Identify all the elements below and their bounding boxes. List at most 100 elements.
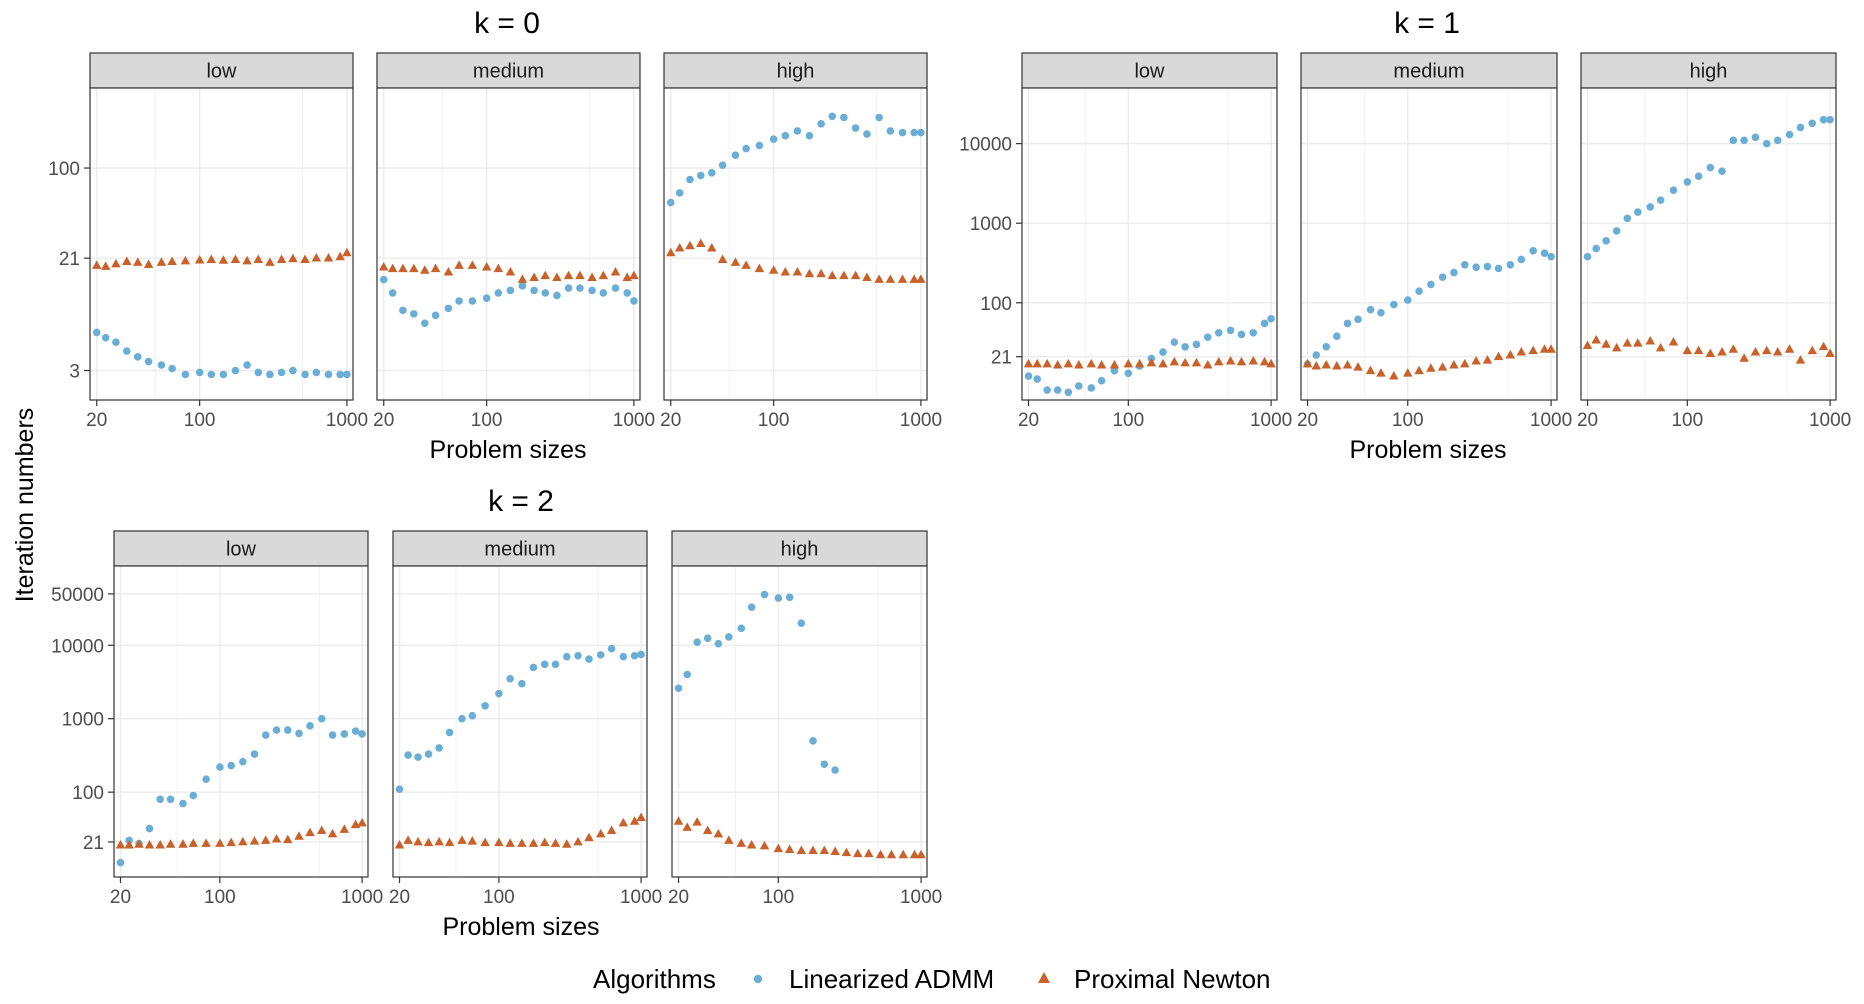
data-point (1460, 358, 1470, 368)
data-point (339, 824, 350, 833)
data-point (92, 328, 101, 337)
group-title: k = 1 (1394, 7, 1460, 40)
y-tick-label: 1000 (62, 710, 104, 731)
facet-strip-label: medium (1393, 61, 1464, 83)
data-point (112, 338, 120, 346)
data-point (316, 825, 327, 834)
x-tick-label: 100 (471, 410, 503, 431)
data-point (305, 827, 315, 837)
data-point (1472, 263, 1480, 271)
data-point (863, 130, 871, 138)
data-point (494, 289, 503, 297)
legend-key-proximal-newton (1038, 972, 1050, 983)
data-point (730, 257, 741, 266)
data-point (188, 838, 199, 847)
data-point (784, 844, 795, 854)
data-point (1807, 345, 1818, 355)
data-point (804, 268, 815, 278)
data-point (1826, 115, 1834, 124)
facet-strip (1300, 52, 1558, 89)
data-point (378, 261, 389, 271)
data-point (1622, 338, 1633, 347)
series-linearized-admm (1583, 115, 1834, 261)
data-point (1191, 357, 1202, 367)
data-point (1437, 362, 1448, 371)
y-tick-label: 100 (980, 294, 1012, 315)
data-point (1226, 326, 1235, 335)
panel-low: low 20 100 1000 3 21 100 (48, 52, 368, 431)
data-point (666, 198, 675, 207)
facet-strip (392, 530, 648, 567)
data-point (1582, 340, 1593, 349)
data-point (1366, 305, 1375, 314)
panel-background (1022, 88, 1277, 400)
x-axis-label: Problem sizes (430, 436, 587, 464)
data-point (1342, 359, 1353, 369)
data-point (1460, 261, 1469, 269)
data-point (898, 128, 907, 137)
data-point (529, 663, 538, 672)
data-point (271, 833, 282, 843)
data-point (122, 347, 131, 355)
data-point (1321, 359, 1331, 369)
data-point (343, 370, 351, 379)
legend-title: Algorithms (593, 964, 716, 994)
data-point (1203, 333, 1212, 341)
data-point (1302, 358, 1313, 368)
data-point (1023, 358, 1034, 368)
data-point (595, 828, 606, 838)
data-point (1728, 344, 1739, 353)
data-point (755, 141, 764, 150)
data-point (219, 370, 228, 379)
data-point (1192, 340, 1201, 349)
data-point (505, 838, 515, 847)
data-point (696, 238, 706, 248)
data-point (202, 775, 210, 784)
facet-strip (89, 52, 354, 89)
data-point (1494, 264, 1503, 273)
data-point (539, 837, 550, 847)
data-point (1482, 355, 1493, 364)
data-point (518, 282, 527, 290)
data-point (1097, 376, 1106, 385)
data-point (1634, 208, 1642, 216)
data-point (1237, 330, 1246, 339)
data-point (874, 274, 884, 283)
data-point (115, 840, 126, 849)
panel-border (663, 87, 928, 401)
data-point (1693, 345, 1704, 355)
group-title: k = 2 (488, 485, 554, 518)
data-point (916, 274, 926, 283)
data-point (562, 652, 571, 661)
series-linearized-admm (395, 644, 645, 793)
data-point (1403, 296, 1412, 304)
data-point (808, 845, 818, 855)
data-point (1426, 363, 1436, 372)
legend-label-proximal-newton: Proximal Newton (1074, 964, 1271, 994)
data-point (207, 370, 216, 379)
data-point (1773, 346, 1783, 356)
data-point (506, 286, 515, 295)
data-point (168, 364, 176, 373)
data-point (178, 839, 188, 848)
data-point (403, 835, 413, 844)
data-point (816, 268, 826, 278)
data-point (1158, 358, 1168, 368)
data-point (718, 161, 727, 170)
data-point (300, 254, 310, 263)
data-point (1505, 349, 1516, 359)
data-point (495, 689, 503, 698)
data-point (276, 254, 287, 263)
x-tick-label: 20 (86, 410, 107, 431)
data-point (1032, 358, 1042, 368)
data-point (1225, 355, 1236, 365)
data-point (541, 289, 550, 297)
facet-strip-label: high (1690, 61, 1728, 83)
data-point (675, 189, 684, 197)
data-point (1053, 386, 1062, 394)
data-point (588, 286, 596, 295)
legend-label-linearized-admm: Linearized ADMM (789, 964, 994, 994)
data-point (1540, 249, 1549, 257)
data-point (540, 270, 551, 280)
data-point (167, 256, 177, 265)
